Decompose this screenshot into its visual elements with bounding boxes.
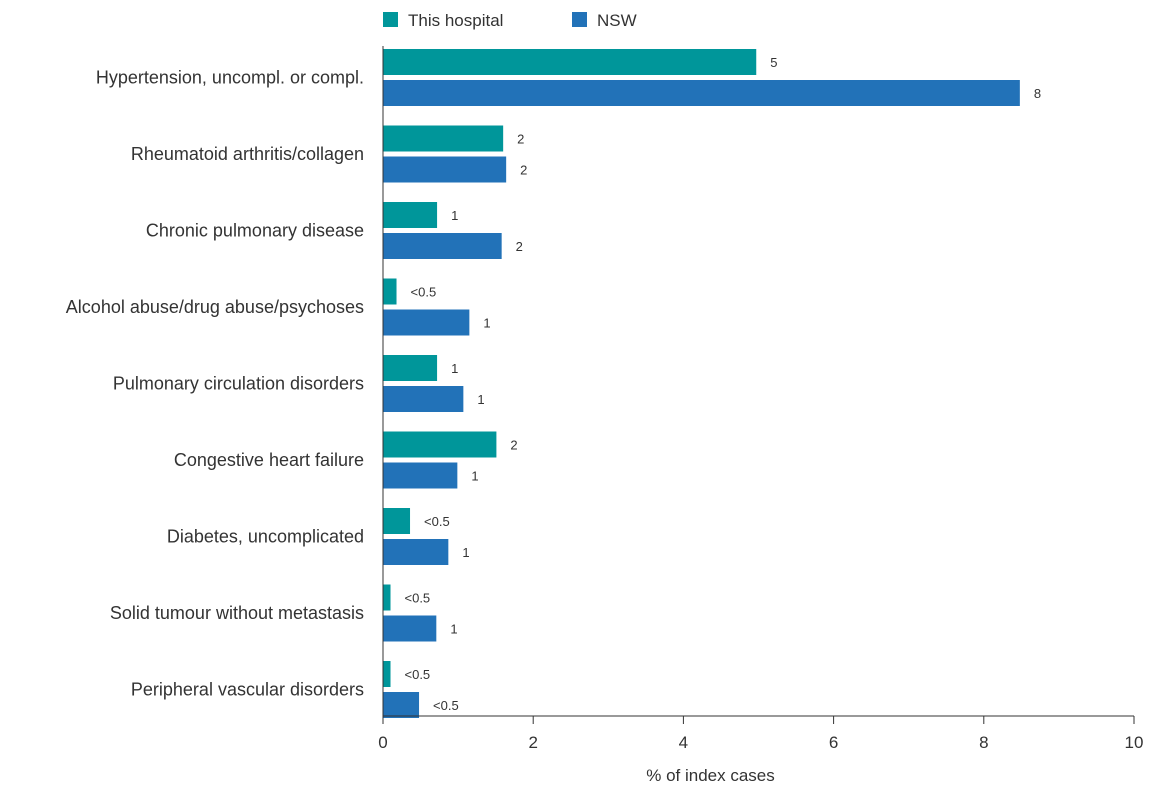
bar-nsw	[383, 233, 502, 259]
data-label: 1	[462, 545, 469, 560]
data-label: 2	[520, 163, 527, 178]
data-label: 1	[483, 316, 490, 331]
data-label: 1	[451, 361, 458, 376]
data-label: <0.5	[405, 667, 431, 682]
bar-nsw	[383, 692, 420, 718]
bar-nsw	[383, 386, 464, 412]
data-label: 1	[477, 392, 484, 407]
x-tick-label: 2	[528, 733, 537, 752]
x-tick-label: 6	[829, 733, 838, 752]
bar-this-hospital	[383, 278, 397, 305]
data-label: <0.5	[405, 591, 431, 606]
data-label: 2	[516, 239, 523, 254]
category-label: Hypertension, uncompl. or compl.	[96, 68, 364, 88]
category-label: Peripheral vascular disorders	[131, 680, 364, 700]
x-tick-label: 8	[979, 733, 988, 752]
legend-label-0: This hospital	[408, 11, 503, 30]
bar-this-hospital	[383, 49, 757, 75]
bar-this-hospital	[383, 202, 438, 228]
bars	[383, 49, 1020, 718]
legend-swatch-0	[383, 12, 398, 27]
data-label: <0.5	[411, 285, 437, 300]
category-label: Diabetes, uncomplicated	[167, 527, 364, 547]
category-label: Pulmonary circulation disorders	[113, 374, 364, 394]
bar-nsw	[383, 80, 1020, 106]
category-label: Alcohol abuse/drug abuse/psychoses	[66, 297, 364, 317]
data-label: <0.5	[433, 698, 459, 713]
data-label: 1	[471, 469, 478, 484]
x-axis: 0 2 4 6 8 10	[378, 46, 1143, 752]
bar-nsw	[383, 539, 449, 565]
category-label: Solid tumour without metastasis	[110, 603, 364, 623]
legend-label-1: NSW	[597, 11, 637, 30]
legend-swatch-1	[572, 12, 587, 27]
x-tick-label: 4	[679, 733, 688, 752]
data-label: 1	[451, 208, 458, 223]
category-label: Chronic pulmonary disease	[146, 221, 364, 241]
category-label: Rheumatoid arthritis/collagen	[131, 144, 364, 164]
data-label: 1	[450, 622, 457, 637]
data-label: 2	[510, 438, 517, 453]
data-label: 8	[1034, 86, 1041, 101]
x-tick-label: 0	[378, 733, 387, 752]
bar-this-hospital	[383, 661, 391, 687]
data-label: <0.5	[424, 514, 450, 529]
data-label: 5	[770, 55, 777, 70]
bar-nsw	[383, 309, 470, 336]
bar-this-hospital	[383, 584, 391, 611]
category-labels: Hypertension, uncompl. or compl. Rheumato…	[66, 68, 364, 700]
bar-this-hospital	[383, 431, 497, 458]
bar-nsw	[383, 156, 507, 183]
bar-nsw	[383, 462, 458, 489]
bar-this-hospital	[383, 125, 504, 152]
bar-nsw	[383, 615, 437, 642]
x-tick-label: 10	[1125, 733, 1144, 752]
x-axis-title: % of index cases	[646, 766, 775, 785]
value-labels: 5 8 2 2 1 2 <0.5 1 1 1 2 1 <0.5 1 <0.5 1 <0.5 <0.5	[405, 55, 1042, 713]
bar-this-hospital	[383, 508, 411, 534]
legend: This hospital NSW	[383, 11, 637, 30]
bar-this-hospital	[383, 355, 438, 381]
data-label: 2	[517, 132, 524, 147]
category-label: Congestive heart failure	[174, 450, 364, 470]
